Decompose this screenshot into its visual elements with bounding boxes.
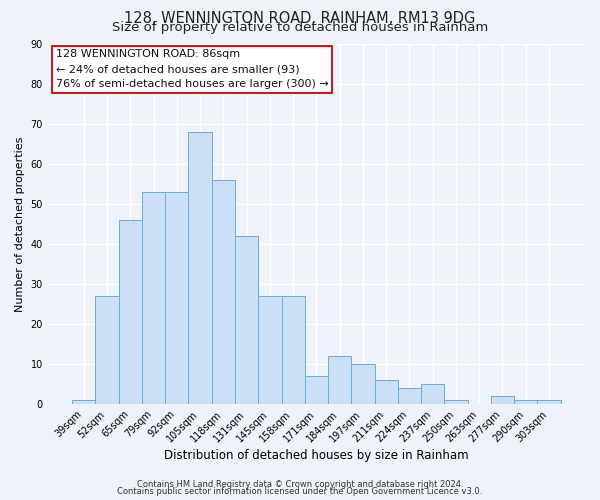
Y-axis label: Number of detached properties: Number of detached properties [15, 136, 25, 312]
Bar [119, 220, 142, 404]
X-axis label: Distribution of detached houses by size in Rainham: Distribution of detached houses by size … [164, 450, 469, 462]
Bar [281, 296, 305, 404]
Bar [188, 132, 212, 404]
Text: 128, WENNINGTON ROAD, RAINHAM, RM13 9DG: 128, WENNINGTON ROAD, RAINHAM, RM13 9DG [124, 11, 476, 26]
Bar [421, 384, 445, 404]
Bar [305, 376, 328, 404]
Bar [72, 400, 95, 404]
Text: Size of property relative to detached houses in Rainham: Size of property relative to detached ho… [112, 22, 488, 35]
Bar [142, 192, 165, 404]
Bar [212, 180, 235, 404]
Bar [491, 396, 514, 404]
Text: Contains HM Land Registry data © Crown copyright and database right 2024.: Contains HM Land Registry data © Crown c… [137, 480, 463, 489]
Text: Contains public sector information licensed under the Open Government Licence v3: Contains public sector information licen… [118, 487, 482, 496]
Bar [258, 296, 281, 404]
Bar [538, 400, 560, 404]
Bar [95, 296, 119, 404]
Bar [398, 388, 421, 404]
Bar [374, 380, 398, 404]
Bar [235, 236, 258, 404]
Bar [514, 400, 538, 404]
Text: 128 WENNINGTON ROAD: 86sqm
← 24% of detached houses are smaller (93)
76% of semi: 128 WENNINGTON ROAD: 86sqm ← 24% of deta… [56, 50, 329, 89]
Bar [351, 364, 374, 404]
Bar [165, 192, 188, 404]
Bar [328, 356, 351, 404]
Bar [445, 400, 467, 404]
